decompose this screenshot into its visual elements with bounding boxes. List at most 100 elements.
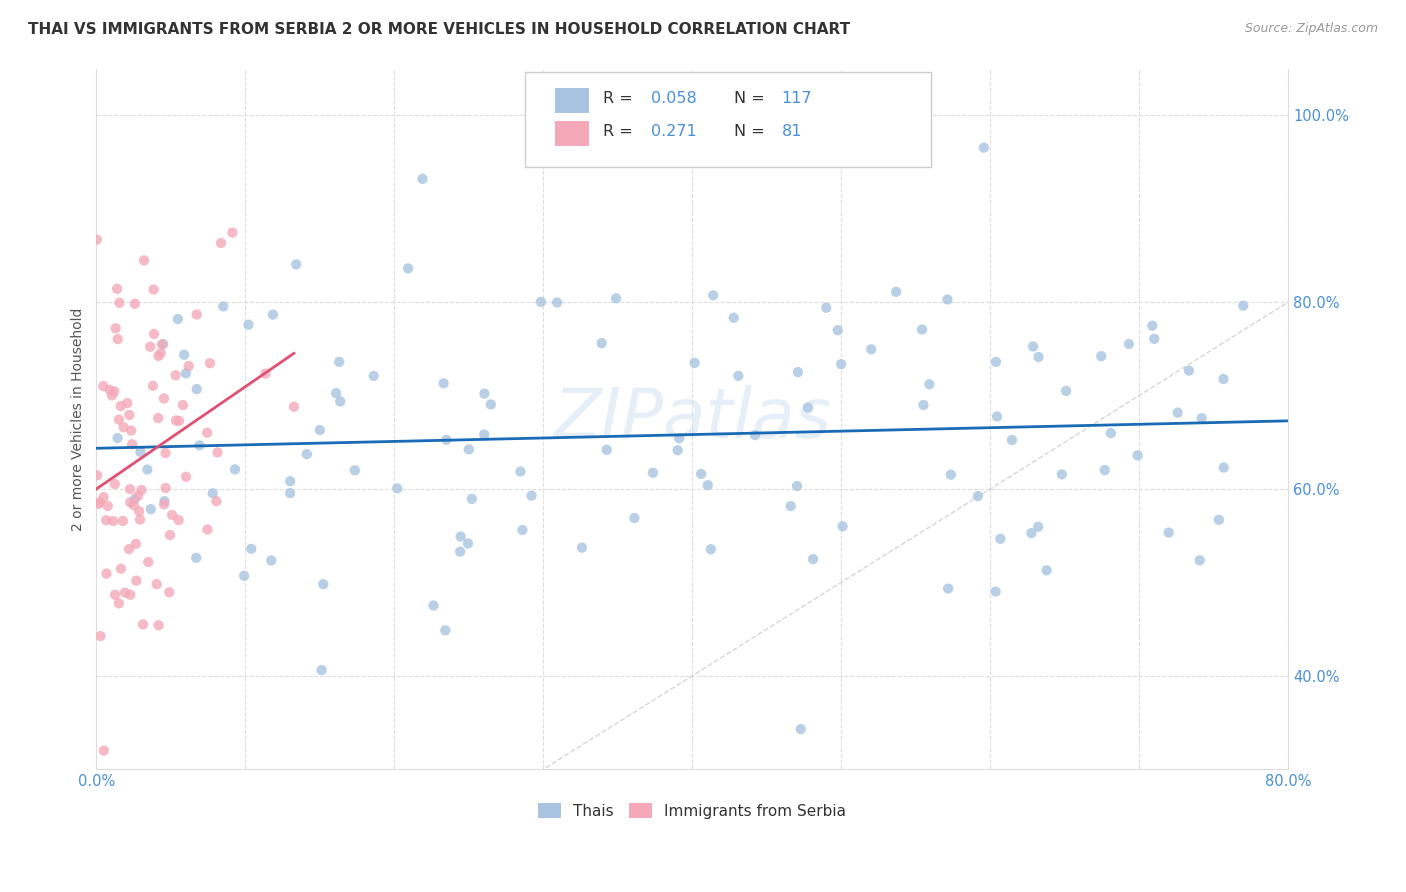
Text: N =: N = (734, 124, 770, 139)
Point (831, 519, 853, 533)
Text: N =: N = (734, 91, 770, 106)
Point (87, 497, 110, 511)
Point (1028, 350, 1050, 364)
Point (155, 446, 177, 460)
Point (779, 499, 801, 513)
Point (1054, 384, 1077, 398)
Point (91, 379, 114, 393)
Point (308, 423, 330, 437)
Point (238, 318, 260, 332)
Point (591, 336, 613, 351)
Point (797, 401, 820, 415)
Point (1050, 467, 1073, 482)
Point (136, 555, 159, 569)
Point (450, 530, 472, 544)
Point (209, 235, 232, 250)
Point (129, 445, 152, 459)
Point (254, 367, 277, 381)
Point (121, 437, 143, 451)
Point (177, 359, 200, 373)
Point (150, 337, 173, 351)
Point (830, 357, 852, 371)
Point (1118, 337, 1140, 351)
Point (690, 467, 713, 481)
Point (148, 349, 170, 363)
Point (884, 285, 907, 299)
Point (433, 376, 456, 391)
Point (262, 308, 284, 322)
Point (167, 513, 190, 527)
Point (939, 467, 962, 482)
Point (1001, 433, 1024, 447)
Y-axis label: 2 or more Vehicles in Household: 2 or more Vehicles in Household (72, 307, 86, 531)
Point (93, 743, 115, 757)
Point (786, 479, 808, 493)
Point (142, 378, 165, 392)
Point (1099, 426, 1122, 441)
Point (700, 542, 723, 557)
Point (139, 340, 162, 354)
Point (967, 489, 990, 503)
Point (278, 486, 301, 500)
Point (221, 226, 243, 240)
Point (571, 541, 593, 555)
Point (173, 348, 195, 362)
Point (530, 294, 553, 309)
Point (311, 663, 333, 677)
Point (145, 577, 167, 591)
Point (396, 261, 419, 276)
Point (683, 356, 706, 370)
Point (815, 301, 838, 315)
Point (696, 478, 718, 492)
Text: 117: 117 (782, 91, 813, 106)
Point (278, 474, 301, 488)
Point (240, 541, 263, 556)
Point (212, 300, 235, 314)
Point (167, 312, 190, 326)
Point (86, 468, 108, 483)
Point (205, 494, 228, 508)
Point (1191, 411, 1213, 425)
Point (108, 412, 131, 426)
Point (343, 463, 366, 477)
Point (89, 495, 111, 509)
Point (285, 257, 308, 271)
Point (127, 489, 149, 503)
FancyBboxPatch shape (555, 88, 589, 112)
Point (114, 585, 136, 599)
Point (1157, 525, 1180, 540)
Point (159, 528, 181, 542)
Point (509, 465, 531, 479)
Point (1188, 553, 1211, 567)
Point (89, 629, 111, 643)
Point (153, 497, 176, 511)
Point (98, 383, 121, 397)
Point (104, 477, 127, 491)
Point (108, 295, 131, 310)
Point (152, 337, 174, 351)
Point (449, 545, 471, 559)
Point (787, 365, 810, 379)
Point (984, 355, 1007, 369)
Point (195, 425, 218, 440)
Point (104, 588, 127, 602)
Point (1142, 318, 1164, 333)
Point (233, 568, 256, 582)
Point (668, 431, 690, 445)
Point (1212, 372, 1234, 386)
Point (457, 536, 479, 550)
Point (172, 398, 194, 412)
Point (328, 355, 350, 369)
Point (132, 617, 155, 632)
Text: Source: ZipAtlas.com: Source: ZipAtlas.com (1244, 22, 1378, 36)
Point (120, 495, 142, 509)
Point (988, 532, 1011, 546)
Point (1022, 339, 1045, 353)
Point (96, 513, 118, 527)
Point (143, 326, 166, 341)
Point (97, 499, 120, 513)
Point (1143, 332, 1166, 346)
Point (108, 596, 131, 610)
Point (422, 599, 444, 613)
Point (122, 498, 145, 512)
